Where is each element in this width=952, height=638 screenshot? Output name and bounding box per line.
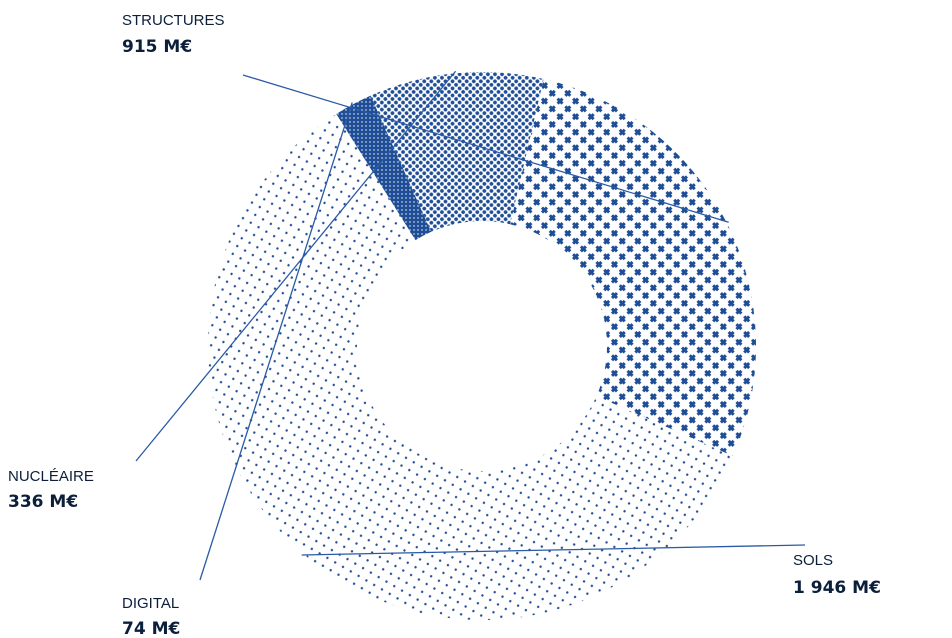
slice-label-group-nucleaire: NUCLÉAIRE 336 M€	[8, 468, 94, 512]
slice-value-nucleaire: 336 M€	[8, 492, 78, 512]
slice-value-sols: 1 946 M€	[793, 578, 881, 598]
slice-label-nucleaire: NUCLÉAIRE	[8, 468, 94, 485]
donut-slices	[208, 71, 756, 620]
slice-label-digital: DIGITAL	[122, 595, 179, 612]
slice-label-sols: SOLS	[793, 552, 833, 569]
slice-value-structures: 915 M€	[122, 37, 192, 57]
slice-label-structures: STRUCTURES	[122, 12, 225, 29]
slice-nucleaire	[370, 71, 544, 232]
slice-label-group-sols: SOLS 1 946 M€	[793, 552, 881, 598]
slice-value-digital: 74 M€	[122, 619, 180, 638]
slice-label-group-digital: DIGITAL 74 M€	[122, 595, 180, 638]
leader-line-digital	[199, 102, 353, 581]
slice-label-group-structures: STRUCTURES 915 M€	[122, 12, 225, 57]
leader-line-sols	[301, 544, 806, 556]
slice-digital	[336, 95, 432, 241]
leader-line-nucleaire	[135, 70, 457, 462]
slice-sols	[208, 113, 733, 620]
leader-lines	[135, 70, 806, 581]
slice-structures	[510, 79, 756, 457]
leader-line-structures	[242, 74, 729, 223]
